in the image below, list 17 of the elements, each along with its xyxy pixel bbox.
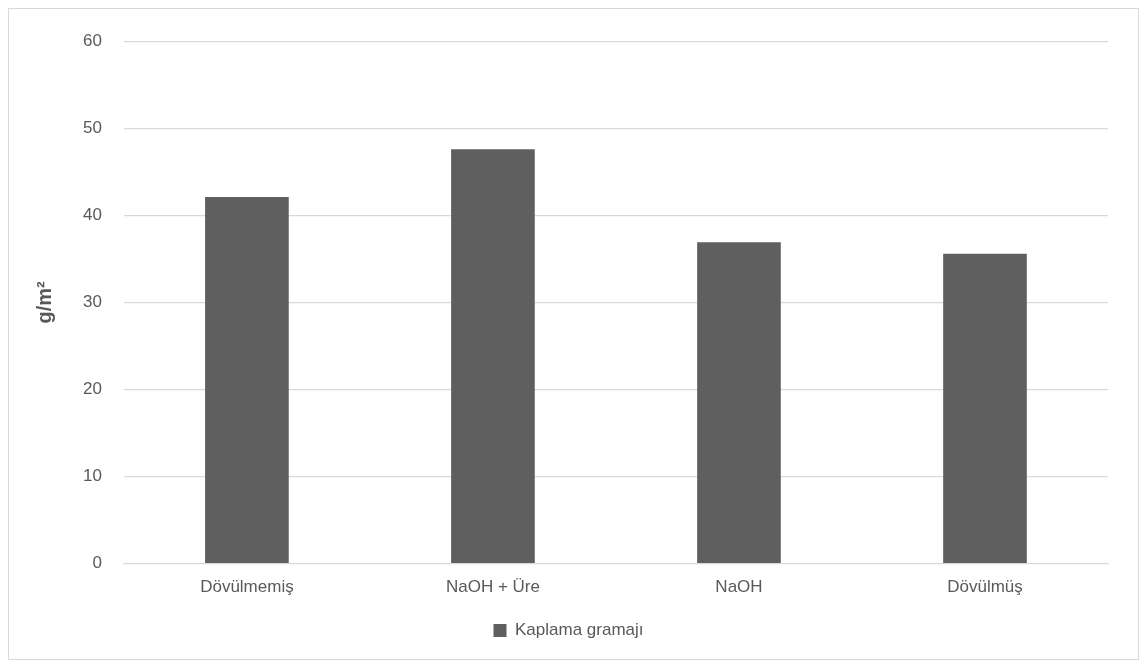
legend-label: Kaplama gramajı [515, 620, 644, 640]
y-tick-label: 0 [92, 553, 102, 573]
y-tick-label: 20 [82, 379, 102, 399]
y-tick-label: 30 [82, 292, 102, 312]
x-tick-label: Dövülmemiş [200, 577, 294, 597]
y-tick-label: 50 [82, 117, 102, 137]
bar [697, 242, 781, 563]
x-tick-label: NaOH + Üre [445, 577, 540, 597]
y-tick-label: 60 [82, 30, 102, 50]
bar [451, 149, 535, 563]
y-tick-label: 40 [82, 205, 102, 225]
y-tick-label: 10 [82, 466, 102, 486]
y-axis-title: g/m² [32, 280, 55, 324]
bar [943, 253, 1027, 563]
bar [205, 197, 289, 563]
x-tick-label: NaOH [715, 577, 763, 597]
x-tick-label: Dövülmüş [947, 577, 1023, 597]
